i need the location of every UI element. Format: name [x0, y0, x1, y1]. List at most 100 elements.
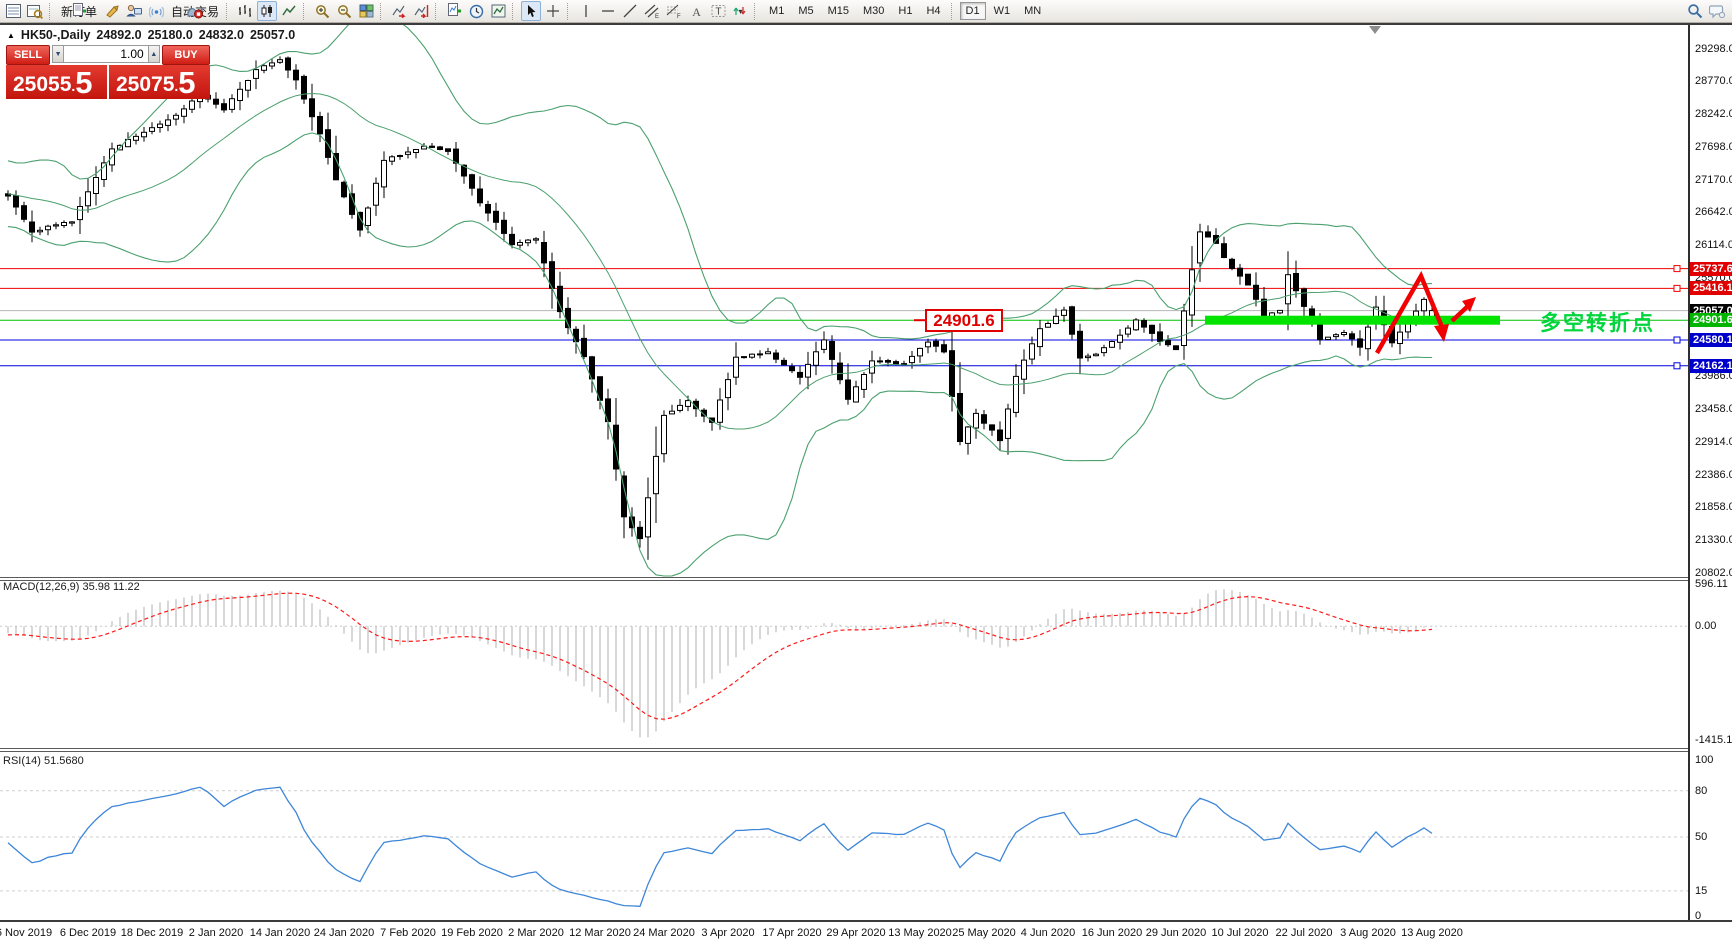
- horizontal-line-button[interactable]: [598, 1, 618, 21]
- price-axis-tick: 21858.0: [1695, 501, 1732, 514]
- volume-increase-icon[interactable]: ▲: [147, 45, 160, 63]
- pane-splitter[interactable]: [0, 577, 1732, 581]
- rsi-axis-level: 80: [1695, 784, 1708, 797]
- search-button[interactable]: [1685, 1, 1705, 21]
- periods-button[interactable]: ▾: [466, 1, 486, 21]
- price-axis-tick: 23986.0: [1695, 370, 1732, 383]
- level-line-handle[interactable]: [1673, 362, 1681, 370]
- indicators-button[interactable]: ▾: [444, 1, 464, 21]
- date-axis-label: 2 Jan 2020: [188, 927, 244, 939]
- signals-button[interactable]: [146, 1, 166, 21]
- zoom-in-button[interactable]: [312, 1, 332, 21]
- sell-button[interactable]: SELL: [6, 45, 50, 65]
- market-watch-button[interactable]: [3, 1, 23, 21]
- price-axis[interactable]: 29298.0 28770.0 28242.0 27698.0 27170.0 26642…: [1688, 25, 1732, 922]
- data-window-button[interactable]: [25, 1, 45, 21]
- timeframe-button-M15[interactable]: M15: [827, 5, 849, 17]
- level-line-handle[interactable]: [1673, 336, 1681, 344]
- price-level-tag: 25737.6: [1690, 261, 1732, 276]
- chart-shift-marker-icon[interactable]: [1369, 26, 1381, 34]
- timeframe-button-M30[interactable]: M30: [863, 5, 885, 17]
- tile-windows-button[interactable]: [356, 1, 376, 21]
- macd-pane-canvas[interactable]: [0, 581, 1688, 748]
- price-axis-tick: 20802.0: [1695, 566, 1732, 579]
- periods-icon: [469, 4, 483, 18]
- auto-scroll-button[interactable]: [389, 1, 409, 21]
- price-axis-tick: 27170.0: [1695, 173, 1732, 186]
- price-axis-tick: 21330.0: [1695, 533, 1732, 546]
- collapse-arrow-icon[interactable]: ▲: [7, 30, 15, 40]
- text-label-icon: T: [711, 5, 726, 18]
- cursor-button[interactable]: [521, 1, 542, 21]
- terminal-button[interactable]: [124, 1, 144, 21]
- volume-decrease-icon[interactable]: ▼: [52, 45, 65, 63]
- timeframe-button-H4[interactable]: H4: [926, 5, 941, 17]
- bar-chart-button[interactable]: [235, 1, 255, 21]
- metaeditor-button[interactable]: [102, 1, 122, 21]
- date-axis-label: 18 Dec 2019: [120, 927, 184, 939]
- autotrading-button[interactable]: 自动交易: [168, 1, 222, 21]
- rsi-pane-canvas[interactable]: [0, 752, 1688, 920]
- date-axis-label: 3 Aug 2020: [1340, 927, 1396, 939]
- text-label-button[interactable]: T: [708, 1, 728, 21]
- level-line-handle[interactable]: [1673, 284, 1681, 292]
- date-axis-label: 25 May 2020: [952, 927, 1016, 939]
- date-axis[interactable]: 6 Nov 2019 6 Dec 2019 18 Dec 2019 2 Jan 202…: [0, 922, 1732, 946]
- timeframe-button-M5[interactable]: M5: [798, 5, 814, 17]
- sell-price-display[interactable]: 25055. 5: [6, 65, 107, 99]
- macd-axis-max: 596.11: [1695, 578, 1728, 591]
- horizontal-line-icon: [602, 10, 615, 12]
- timeframe-button-MN[interactable]: MN: [1024, 5, 1042, 17]
- date-axis-label: 13 May 2020: [888, 927, 952, 939]
- pivot-highlight-band[interactable]: [1205, 315, 1500, 325]
- turning-point-text[interactable]: 多空转折点: [1540, 312, 1655, 335]
- text-button[interactable]: A: [686, 1, 706, 21]
- new-order-button[interactable]: 新订单: [58, 1, 100, 21]
- toolbar-separator: [49, 2, 54, 20]
- date-axis-label: 4 Jun 2020: [1020, 927, 1076, 939]
- main-chart-canvas[interactable]: [0, 25, 1688, 577]
- candlestick-chart-icon: [261, 5, 273, 17]
- level-line-handle[interactable]: [1673, 265, 1681, 273]
- buy-price-display[interactable]: 25075. 5: [109, 65, 210, 99]
- zoom-out-icon: [337, 4, 351, 18]
- volume-input[interactable]: [64, 45, 148, 63]
- price-axis-tick: 27698.0: [1695, 141, 1732, 154]
- svg-text:F: F: [677, 14, 681, 19]
- zoom-out-button[interactable]: [334, 1, 354, 21]
- crosshair-button[interactable]: [543, 1, 563, 21]
- buy-button[interactable]: BUY: [162, 45, 210, 65]
- pane-splitter[interactable]: [0, 748, 1732, 752]
- equidistant-channel-button[interactable]: E: [642, 1, 662, 21]
- buy-price-main: 25075: [116, 73, 175, 96]
- toolbar-separator: [226, 2, 231, 20]
- ohlc-low: 24832.0: [198, 28, 244, 42]
- arrows-button[interactable]: ▾: [730, 1, 750, 21]
- svg-text:E: E: [655, 14, 659, 19]
- buy-price-pip: 5: [178, 65, 196, 100]
- crosshair-icon: [547, 5, 560, 17]
- line-chart-button[interactable]: [279, 1, 299, 21]
- chat-icon: [1708, 4, 1725, 18]
- price-level-text-box[interactable]: 24901.6: [925, 309, 1003, 332]
- timeframe-button-D1[interactable]: D1: [959, 2, 986, 20]
- chart-shift-icon: [414, 5, 428, 18]
- bar-chart-icon: [239, 5, 252, 17]
- macd-histogram: [7, 589, 1433, 738]
- timeframe-button-M1[interactable]: M1: [769, 5, 785, 17]
- price-level-tag: 24580.1: [1690, 332, 1732, 347]
- price-axis-tick: 22914.0: [1695, 436, 1732, 449]
- candlestick-chart-button[interactable]: [257, 1, 278, 21]
- text-icon: A: [692, 5, 701, 18]
- timeframe-button-H1[interactable]: H1: [898, 5, 913, 17]
- trend-arrow-annotation[interactable]: [1375, 270, 1476, 355]
- chat-button[interactable]: [1707, 1, 1727, 21]
- timeframe-group: M1 M5 M15 M30 H1 H4 D1 W1 MN: [762, 2, 1048, 20]
- trendline-button[interactable]: [620, 1, 640, 21]
- vertical-line-button[interactable]: [576, 1, 596, 21]
- date-axis-label: 14 Jan 2020: [249, 927, 311, 939]
- fibonacci-button[interactable]: F: [664, 1, 684, 21]
- chart-shift-button[interactable]: [411, 1, 431, 21]
- templates-button[interactable]: ▾: [488, 1, 508, 21]
- timeframe-button-W1[interactable]: W1: [993, 5, 1011, 17]
